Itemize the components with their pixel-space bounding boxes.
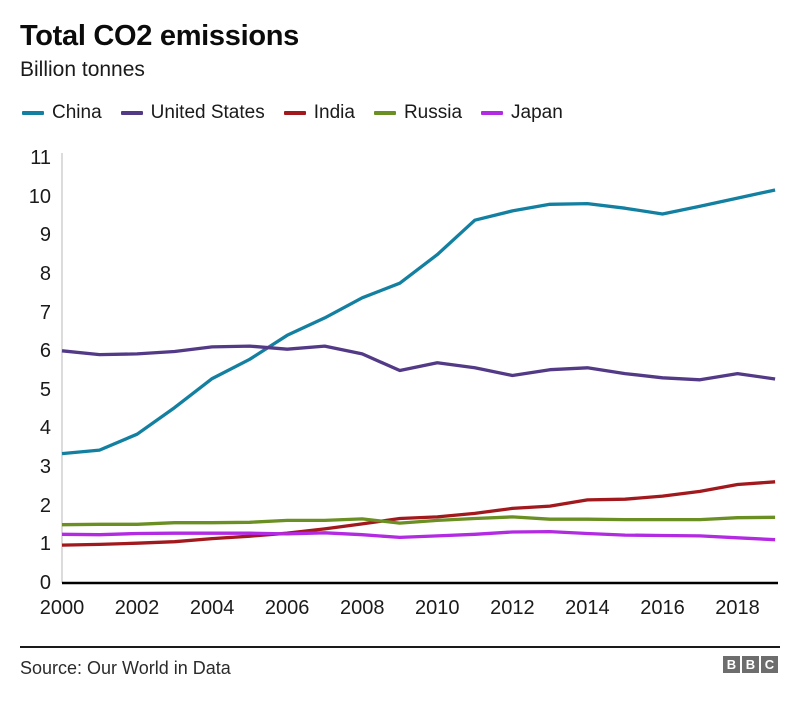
series-line-russia: [61, 515, 776, 527]
series-line-japan: [61, 529, 776, 542]
legend-swatch: [22, 111, 44, 115]
x-tick-label: 2010: [415, 597, 460, 619]
series-line-united-states: [61, 344, 776, 382]
x-tick-label: 2004: [189, 597, 235, 619]
legend-swatch: [283, 111, 306, 115]
legend-label: India: [313, 102, 355, 123]
y-tick-label: 7: [39, 301, 51, 324]
y-tick-label: 8: [39, 262, 51, 285]
x-tick-label: 2018: [715, 597, 760, 619]
chart-legend: China United States India Russia Japan: [22, 102, 582, 124]
line-chart: [61, 153, 778, 585]
plot-area: 0 1 2 3 4 5 6 7 8 9 10 11 2000 2002 2004 2006 2008 2010 20…: [28, 146, 778, 619]
x-tick-label: 2012: [490, 597, 535, 619]
x-tick-label: 2016: [640, 597, 685, 619]
legend-swatch: [373, 111, 396, 115]
x-tick-label: 2008: [339, 597, 385, 619]
legend-label: Russia: [403, 102, 463, 123]
y-tick-label: 11: [30, 146, 51, 169]
page-title: Total CO2 emissions: [20, 20, 300, 52]
y-tick-label: 2: [39, 494, 51, 517]
bbc-logo-letter: B: [723, 656, 740, 673]
y-tick-label: 3: [39, 456, 51, 479]
bbc-logo-letter: B: [742, 656, 759, 673]
source-credit: Source: Our World in Data: [20, 658, 231, 678]
y-tick-label: 4: [39, 417, 51, 440]
y-tick-label: 6: [39, 340, 51, 363]
x-tick-label: 2000: [39, 597, 85, 619]
bbc-logo: B B C: [723, 656, 778, 673]
series-line-china: [61, 188, 776, 456]
legend-item-japan: Japan: [481, 102, 563, 124]
legend-swatch: [481, 111, 504, 115]
footer-divider: [20, 646, 780, 648]
x-tick-label: 2006: [264, 597, 310, 619]
series-line-india: [61, 480, 776, 547]
legend-label: United States: [150, 102, 265, 123]
y-tick-label: 9: [39, 224, 51, 247]
x-tick-label: 2002: [114, 597, 160, 619]
y-tick-label: 5: [39, 378, 51, 401]
y-tick-label: 0: [39, 572, 51, 594]
legend-label: China: [52, 102, 102, 123]
legend-item-united-states: United States: [120, 102, 265, 124]
bbc-logo-letter: C: [761, 656, 778, 673]
y-tick-label: 10: [28, 185, 51, 208]
y-tick-label: 1: [39, 533, 51, 556]
legend-label: Japan: [511, 102, 563, 123]
legend-swatch: [120, 111, 143, 115]
legend-item-india: India: [283, 102, 355, 124]
legend-item-russia: Russia: [373, 102, 463, 124]
legend-item-china: China: [22, 102, 102, 124]
x-tick-label: 2014: [565, 597, 610, 619]
chart-subtitle: Billion tonnes: [20, 58, 145, 81]
